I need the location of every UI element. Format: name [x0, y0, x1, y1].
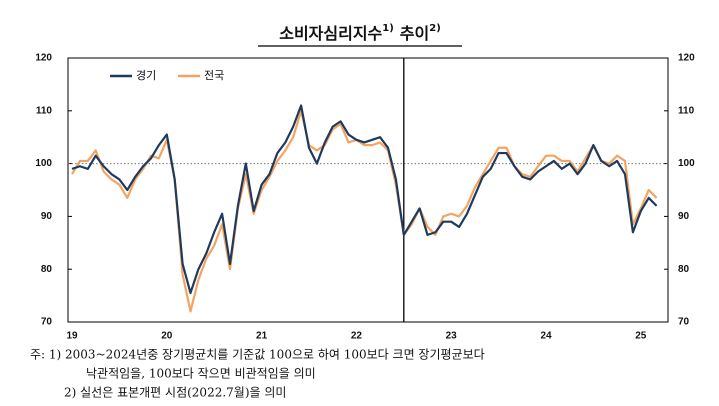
chart-title: 소비자심리지수 [279, 24, 382, 43]
chart-title-tail: 추이 [400, 24, 429, 43]
y2-tick-label: 100 [678, 158, 695, 169]
note: 2) 실선은 표본개편 시점(2022.7월)을 의미 [64, 386, 286, 400]
legend-label: 전국 [204, 69, 224, 82]
y2-tick-label: 90 [678, 211, 690, 222]
note: 낙관적임을, 100보다 작으면 비관적임을 의미 [86, 367, 316, 381]
title-footnote: 1) [382, 23, 394, 34]
x-tick-label: 22 [351, 331, 363, 342]
note: 주: 1) 2003~2024년중 장기평균치를 기준값 100으로 하여 10… [30, 348, 485, 362]
title-footnote: 2) [429, 23, 441, 34]
legend-label: 경기 [136, 69, 156, 82]
y-tick-label: 90 [41, 211, 53, 222]
x-tick-label: 21 [256, 331, 268, 342]
chart-title-group: 소비자심리지수1) 추이2) [279, 23, 441, 43]
y2-tick-label: 120 [678, 53, 695, 64]
x-tick-label: 25 [635, 331, 647, 342]
series-line [71, 109, 658, 313]
y-tick-label: 80 [41, 264, 53, 275]
y2-tick-label: 110 [678, 105, 695, 116]
plot-frame [67, 57, 669, 323]
y2-tick-label: 80 [678, 264, 690, 275]
x-tick-label: 19 [66, 331, 78, 342]
y2-tick-label: 70 [678, 317, 690, 328]
y-tick-label: 70 [41, 317, 53, 328]
x-tick-label: 20 [161, 331, 173, 342]
x-tick-label: 24 [540, 331, 552, 342]
y-tick-label: 100 [35, 158, 52, 169]
x-tick-label: 23 [446, 331, 458, 342]
y-tick-label: 110 [36, 105, 53, 116]
series-line [71, 104, 658, 295]
y-tick-label: 120 [35, 53, 52, 64]
